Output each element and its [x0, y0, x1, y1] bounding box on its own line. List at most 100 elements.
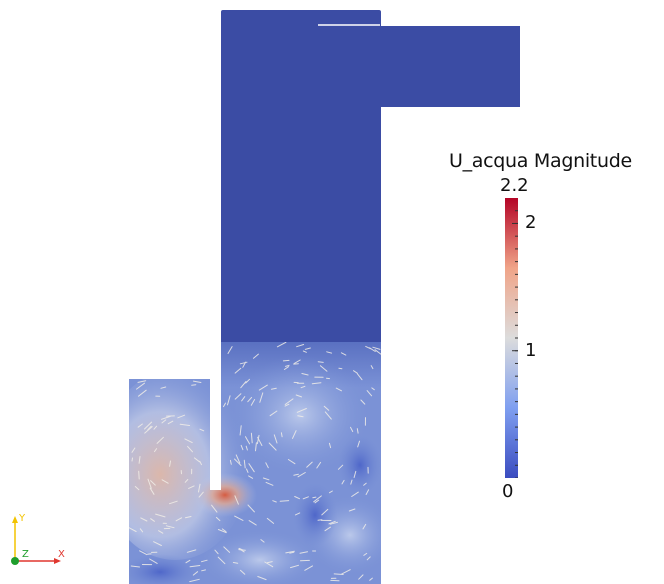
velocity-glyph [169, 460, 171, 467]
velocity-glyph [161, 419, 167, 424]
velocity-glyph [246, 468, 249, 473]
velocity-glyph [265, 481, 274, 486]
color-legend-bar [505, 198, 518, 478]
velocity-glyph [165, 525, 175, 529]
velocity-glyph [304, 347, 311, 350]
velocity-glyph [189, 565, 201, 568]
velocity-glyph [234, 495, 239, 505]
velocity-glyph [372, 346, 381, 350]
lower-chamber [129, 342, 381, 584]
legend-tick-label: 2 [525, 212, 537, 234]
velocity-glyph [351, 491, 359, 497]
legend-max-label: 2.2 [500, 175, 529, 196]
velocity-glyph [304, 565, 313, 571]
x-axis-arrow [54, 558, 61, 564]
velocity-glyph [240, 381, 247, 389]
velocity-glyph [154, 448, 158, 453]
velocity-glyph [270, 387, 277, 390]
velocity-glyph [147, 478, 152, 489]
velocity-glyph [366, 556, 371, 561]
velocity-glyph [329, 490, 333, 494]
velocity-glyph [319, 365, 328, 372]
velocity-glyph [337, 464, 344, 470]
velocity-glyph [150, 480, 156, 486]
velocity-glyph [356, 428, 359, 434]
velocity-glyph [131, 457, 133, 462]
legend-title: U_acqua Magnitude [449, 150, 632, 172]
velocity-glyph [223, 402, 226, 408]
velocity-glyph [177, 414, 186, 419]
velocity-glyph [335, 387, 342, 392]
velocity-glyph [150, 518, 155, 522]
velocity-glyph [256, 434, 260, 445]
velocity-glyph [297, 472, 306, 478]
velocity-glyph [338, 367, 343, 370]
velocity-glyph [260, 539, 265, 543]
velocity-glyph [245, 445, 248, 451]
velocity-glyph [241, 396, 246, 402]
velocity-glyph [193, 457, 200, 463]
velocity-glyph [280, 432, 283, 438]
velocity-glyph [326, 351, 333, 354]
velocity-glyph [302, 350, 307, 353]
velocity-glyph [232, 562, 239, 564]
velocity-glyph [284, 398, 294, 405]
velocity-glyph [357, 440, 360, 448]
velocity-glyph [272, 500, 277, 503]
velocity-glyph [356, 373, 363, 381]
velocity-glyph [129, 527, 137, 532]
velocity-glyph [287, 459, 296, 465]
velocity-glyph [189, 578, 200, 583]
velocity-glyph [184, 479, 189, 483]
velocity-glyph [297, 415, 304, 418]
velocity-glyph [217, 529, 227, 534]
velocity-glyph [153, 541, 162, 546]
velocity-glyph [348, 508, 356, 512]
velocity-glyph [369, 577, 373, 581]
velocity-glyph [153, 425, 158, 430]
velocity-glyph [215, 516, 221, 522]
velocity-glyph [198, 483, 201, 493]
velocity-glyph [294, 512, 301, 516]
velocity-glyph [328, 442, 332, 449]
velocity-glyph [265, 462, 269, 469]
velocity-glyph [369, 347, 376, 352]
velocity-glyph [365, 489, 370, 495]
velocity-glyph [295, 394, 302, 398]
velocity-glyph [144, 426, 153, 434]
velocity-glyph [239, 569, 246, 575]
velocity-glyph [371, 387, 375, 391]
velocity-glyph [279, 500, 290, 502]
velocity-glyph [324, 411, 332, 420]
velocity-glyph [316, 461, 322, 469]
velocity-glyph [266, 517, 275, 524]
velocity-glyph [262, 477, 270, 481]
velocity-glyph [366, 390, 373, 397]
z-axis-marker [11, 557, 19, 565]
velocity-glyph [299, 551, 308, 554]
velocity-glyph [255, 442, 257, 452]
orientation-axes: Y X Z [11, 513, 65, 565]
velocity-glyph [155, 513, 166, 518]
velocity-glyph [324, 526, 331, 532]
velocity-glyph [285, 364, 290, 367]
velocity-glyph [211, 504, 218, 513]
velocity-glyph [313, 495, 322, 503]
velocity-glyph [360, 399, 366, 405]
velocity-glyph [240, 444, 244, 451]
velocity-glyph [311, 382, 322, 385]
velocity-glyph [363, 552, 368, 556]
velocity-glyph [350, 479, 353, 485]
velocity-glyph [160, 386, 167, 389]
velocity-glyph [250, 399, 256, 406]
velocity-glyph [234, 393, 242, 400]
velocity-glyph [247, 504, 255, 513]
velocity-glyph [245, 436, 251, 445]
velocity-glyph [293, 473, 299, 476]
velocity-glyph [138, 470, 140, 480]
velocity-glyph [192, 571, 199, 576]
velocity-glyph [201, 569, 206, 572]
velocity-glyph [199, 428, 205, 432]
